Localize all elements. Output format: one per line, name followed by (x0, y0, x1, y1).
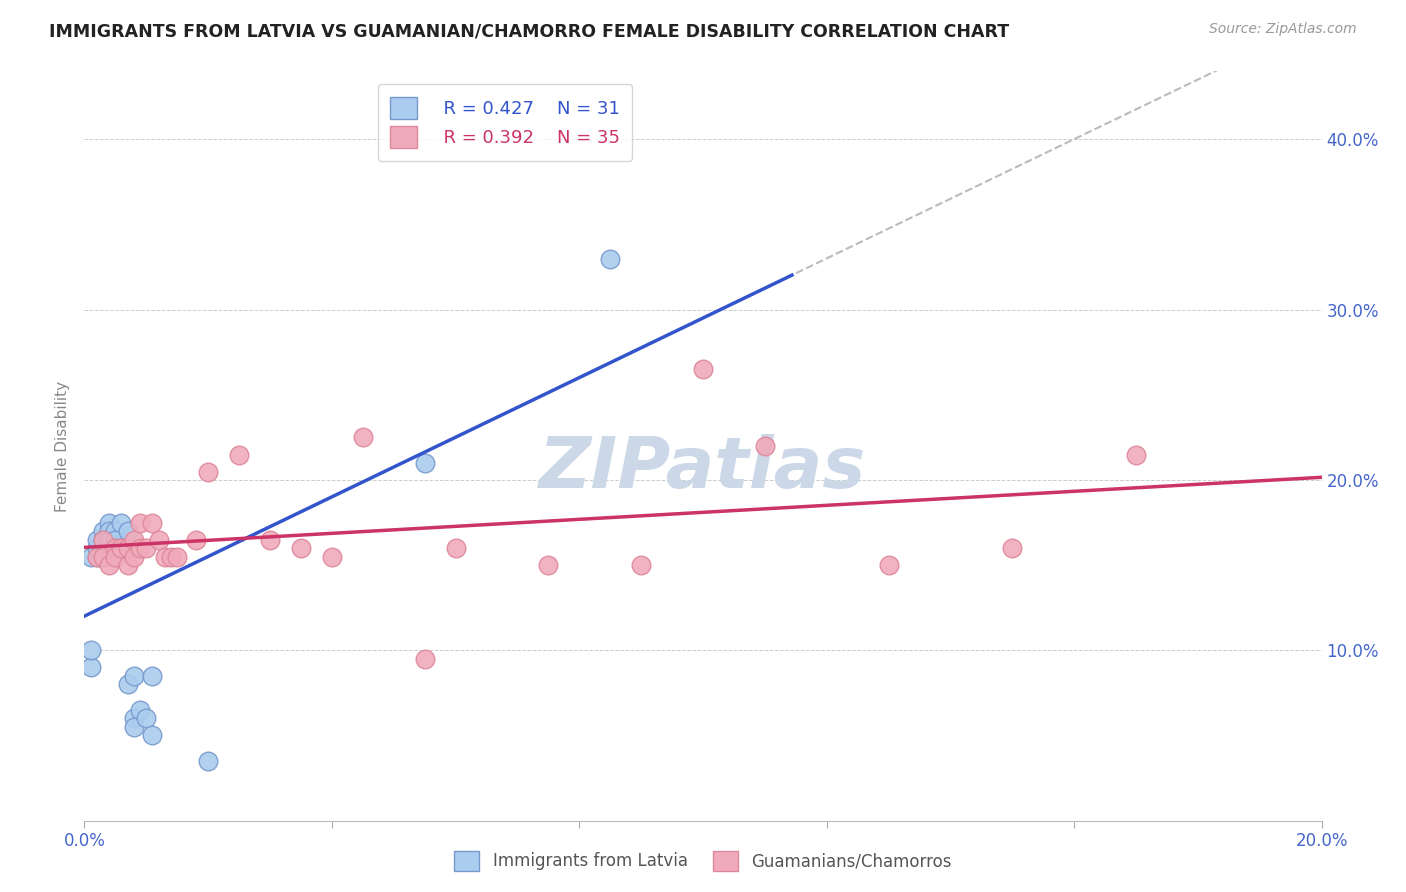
Point (122, 720, 145, 734)
Point (160, 549, 183, 564)
Point (86, 541, 108, 556)
Y-axis label: Female Disability: Female Disability (55, 380, 70, 512)
Point (321, 549, 343, 564)
Point (135, 541, 157, 556)
Point (537, 558, 560, 573)
Point (79, 660, 101, 674)
Point (352, 430, 374, 444)
Point (122, 711, 145, 725)
Point (91, 533, 114, 547)
Point (1125, 448, 1147, 462)
Point (141, 729, 163, 743)
Point (91, 549, 114, 564)
Text: ZIPatlas: ZIPatlas (540, 434, 866, 503)
Point (129, 703, 152, 717)
Point (91, 549, 114, 564)
Point (91, 524, 114, 538)
Point (110, 541, 132, 556)
Point (184, 533, 207, 547)
Point (104, 549, 127, 564)
Point (122, 533, 145, 547)
Point (692, 362, 714, 376)
Point (110, 516, 132, 530)
Point (153, 549, 176, 564)
Point (98, 533, 121, 547)
Point (79, 549, 101, 564)
Text: IMMIGRANTS FROM LATVIA VS GUAMANIAN/CHAMORRO FEMALE DISABILITY CORRELATION CHART: IMMIGRANTS FROM LATVIA VS GUAMANIAN/CHAM… (49, 22, 1010, 40)
Point (104, 524, 127, 538)
Point (117, 524, 139, 538)
Point (122, 549, 145, 564)
Point (599, 252, 621, 266)
Point (122, 669, 145, 683)
Point (98, 516, 121, 530)
Point (877, 558, 900, 573)
Point (117, 677, 139, 691)
Point (166, 549, 188, 564)
Point (79, 643, 101, 657)
Point (444, 541, 467, 556)
Point (117, 541, 139, 556)
Point (104, 533, 127, 547)
Point (141, 669, 163, 683)
Point (1001, 541, 1024, 556)
Point (413, 652, 436, 666)
Point (228, 448, 250, 462)
Point (117, 558, 139, 573)
Point (141, 516, 163, 530)
Point (135, 711, 157, 725)
Point (91, 533, 114, 547)
Point (110, 541, 132, 556)
Point (290, 541, 312, 556)
Point (98, 524, 121, 538)
Point (104, 541, 127, 556)
Point (129, 541, 152, 556)
Point (104, 549, 127, 564)
Point (197, 465, 219, 479)
Text: Source: ZipAtlas.com: Source: ZipAtlas.com (1209, 22, 1357, 37)
Point (86, 549, 108, 564)
Point (104, 541, 127, 556)
Point (754, 439, 776, 453)
Legend:   R = 0.427    N = 31,   R = 0.392    N = 35: R = 0.427 N = 31, R = 0.392 N = 35 (378, 84, 633, 161)
Point (630, 558, 652, 573)
Point (91, 541, 114, 556)
Point (98, 558, 121, 573)
Point (413, 456, 436, 470)
Point (86, 549, 108, 564)
Legend: Immigrants from Latvia, Guamanians/Chamorros: Immigrants from Latvia, Guamanians/Chamo… (446, 842, 960, 880)
Point (148, 533, 170, 547)
Point (197, 754, 219, 768)
Point (86, 533, 108, 547)
Point (129, 516, 152, 530)
Point (259, 533, 281, 547)
